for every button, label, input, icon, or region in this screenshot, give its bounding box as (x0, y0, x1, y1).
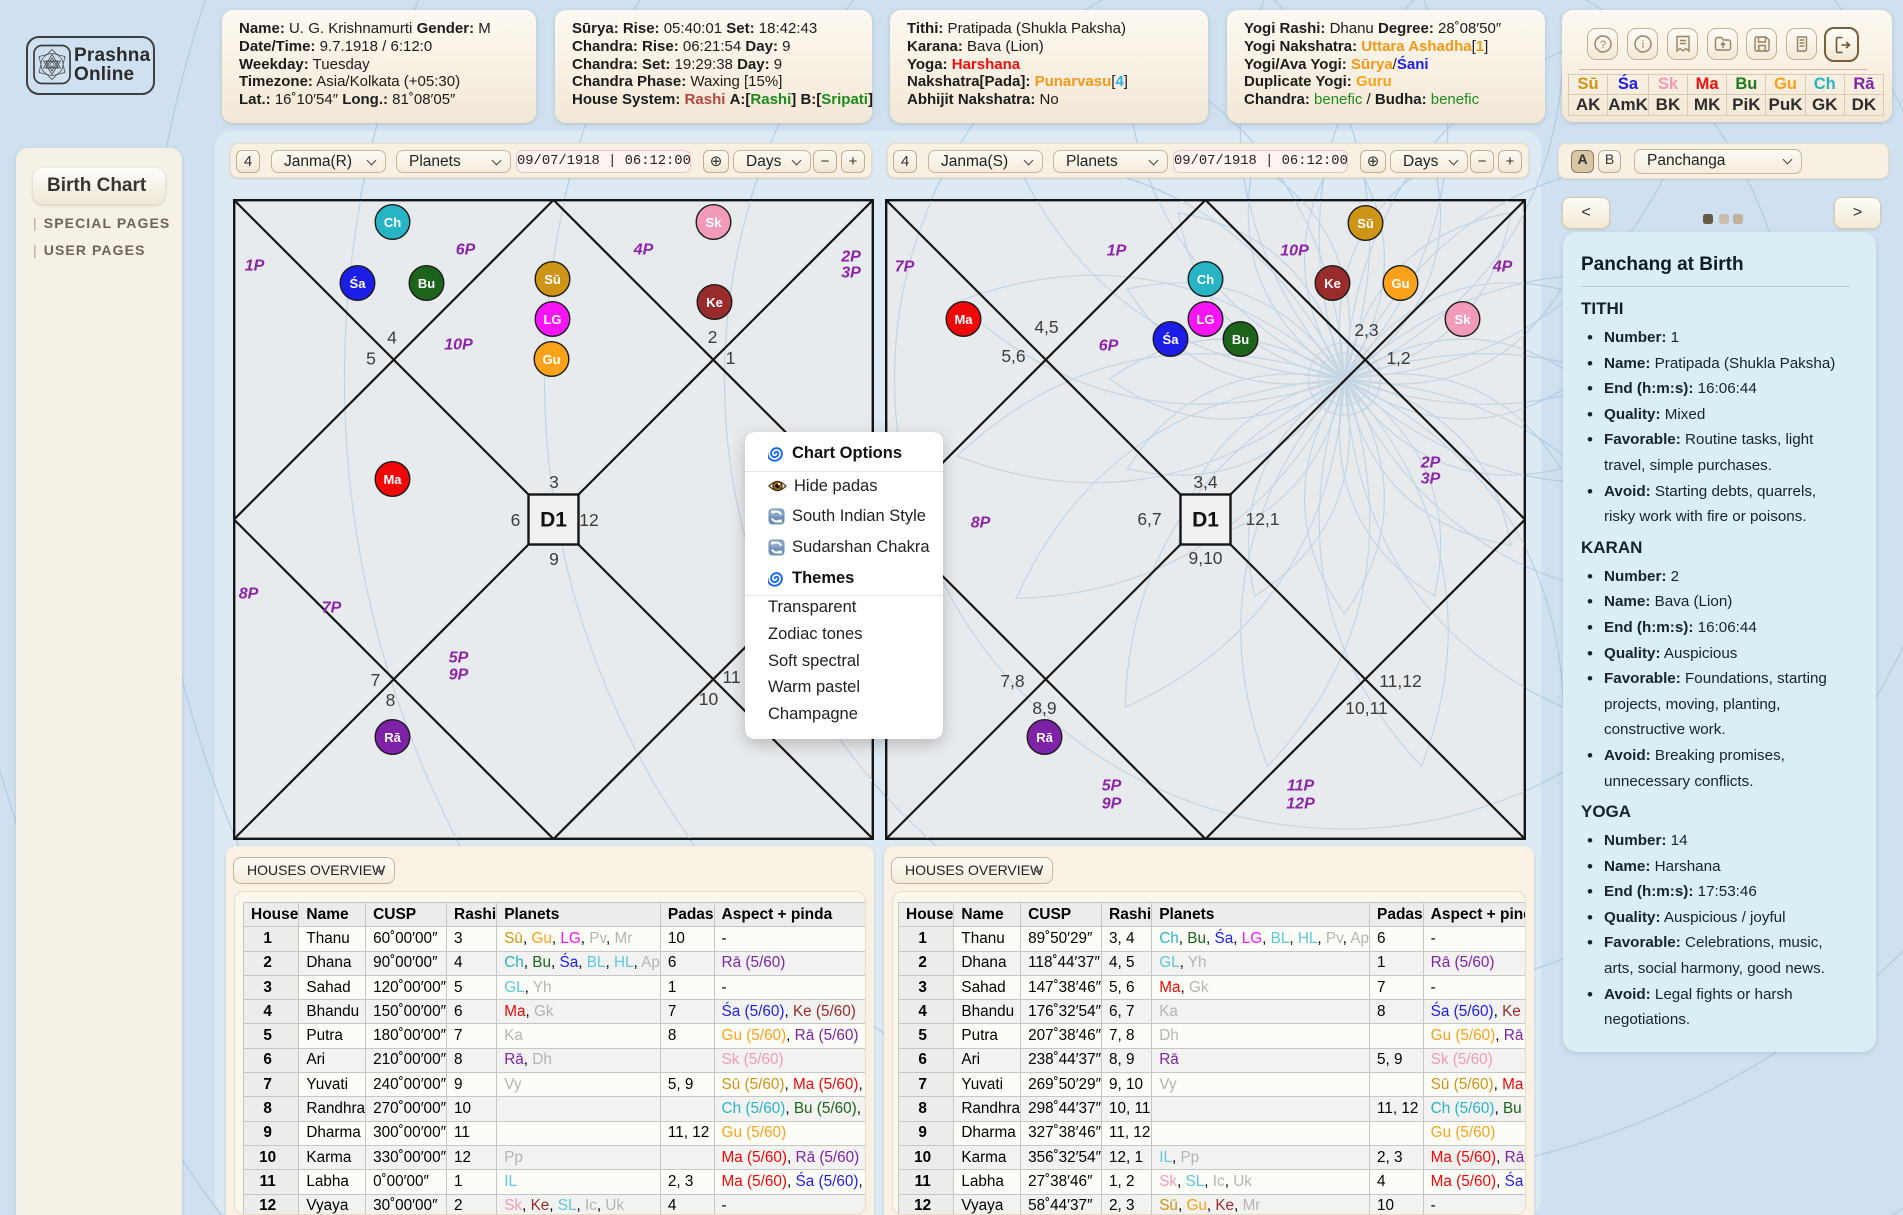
svg-text:1P: 1P (1106, 243, 1126, 260)
svg-text:5: 5 (366, 348, 376, 368)
svg-text:4P: 4P (632, 242, 653, 259)
svg-text:3P: 3P (841, 265, 861, 282)
svg-text:5P: 5P (448, 650, 468, 667)
svg-text:7P: 7P (894, 259, 914, 276)
svg-text:2: 2 (707, 327, 717, 347)
svg-text:Rā: Rā (384, 730, 401, 745)
svg-text:2,3: 2,3 (1354, 320, 1378, 340)
svg-text:5,6: 5,6 (1001, 346, 1025, 366)
svg-text:2P: 2P (1419, 455, 1440, 472)
svg-text:5P: 5P (1101, 778, 1121, 795)
svg-text:9P: 9P (1101, 796, 1121, 813)
svg-text:9P: 9P (448, 667, 468, 684)
svg-text:8P: 8P (970, 515, 990, 532)
svg-text:8P: 8P (238, 586, 258, 603)
svg-text:3: 3 (549, 472, 559, 492)
svg-text:11P: 11P (1286, 778, 1314, 795)
svg-text:11: 11 (722, 667, 740, 687)
svg-text:Gu: Gu (542, 352, 560, 367)
svg-text:12P: 12P (1286, 796, 1315, 813)
svg-text:LG: LG (1196, 312, 1214, 327)
svg-text:Bu: Bu (417, 276, 434, 291)
svg-text:Sk: Sk (705, 215, 722, 230)
svg-text:6: 6 (510, 510, 520, 530)
svg-text:Ma: Ma (383, 472, 402, 487)
svg-text:Śa: Śa (349, 276, 366, 291)
svg-text:1,2: 1,2 (1386, 348, 1410, 368)
svg-text:9: 9 (549, 549, 559, 569)
svg-text:Ch: Ch (383, 215, 400, 230)
svg-text:9,10: 9,10 (1188, 548, 1222, 568)
svg-text:8: 8 (385, 690, 395, 710)
svg-text:1P: 1P (244, 258, 264, 275)
svg-text:10P: 10P (1280, 243, 1309, 260)
svg-text:7P: 7P (321, 600, 341, 617)
svg-text:6P: 6P (1098, 338, 1118, 355)
svg-text:Rā: Rā (1036, 730, 1053, 745)
svg-text:11,12: 11,12 (1379, 671, 1422, 691)
svg-text:6,7: 6,7 (1137, 509, 1161, 529)
svg-text:4: 4 (387, 328, 397, 348)
svg-text:Bu: Bu (1231, 332, 1248, 347)
svg-text:6P: 6P (455, 242, 475, 259)
svg-text:Gu: Gu (1391, 276, 1409, 291)
svg-text:D1: D1 (1192, 509, 1219, 532)
svg-text:LG: LG (543, 312, 561, 327)
svg-text:2P: 2P (840, 249, 861, 266)
svg-text:Ma: Ma (954, 312, 973, 327)
svg-text:i: i (1641, 39, 1643, 51)
svg-text:?: ? (1599, 39, 1605, 51)
svg-text:Sū: Sū (544, 272, 561, 287)
svg-text:1: 1 (725, 348, 735, 368)
svg-text:7,8: 7,8 (1000, 671, 1024, 691)
svg-text:7: 7 (370, 670, 380, 690)
svg-text:10P: 10P (444, 337, 473, 354)
svg-text:4P: 4P (1491, 259, 1512, 276)
svg-text:8,9: 8,9 (1032, 698, 1056, 718)
svg-text:Sk: Sk (1454, 312, 1471, 327)
svg-text:Ke: Ke (706, 295, 723, 310)
svg-text:3P: 3P (1420, 471, 1440, 488)
svg-text:Sū: Sū (1357, 216, 1374, 231)
svg-text:12: 12 (579, 510, 598, 530)
svg-text:Ch: Ch (1196, 272, 1213, 287)
svg-text:10: 10 (698, 689, 718, 709)
svg-text:3,4: 3,4 (1193, 472, 1218, 492)
svg-text:Ke: Ke (1324, 276, 1341, 291)
svg-text:12,1: 12,1 (1245, 509, 1279, 529)
svg-text:D1: D1 (540, 509, 567, 532)
svg-text:Śa: Śa (1162, 332, 1179, 347)
svg-text:4,5: 4,5 (1034, 317, 1058, 337)
svg-text:10,11: 10,11 (1345, 698, 1388, 718)
